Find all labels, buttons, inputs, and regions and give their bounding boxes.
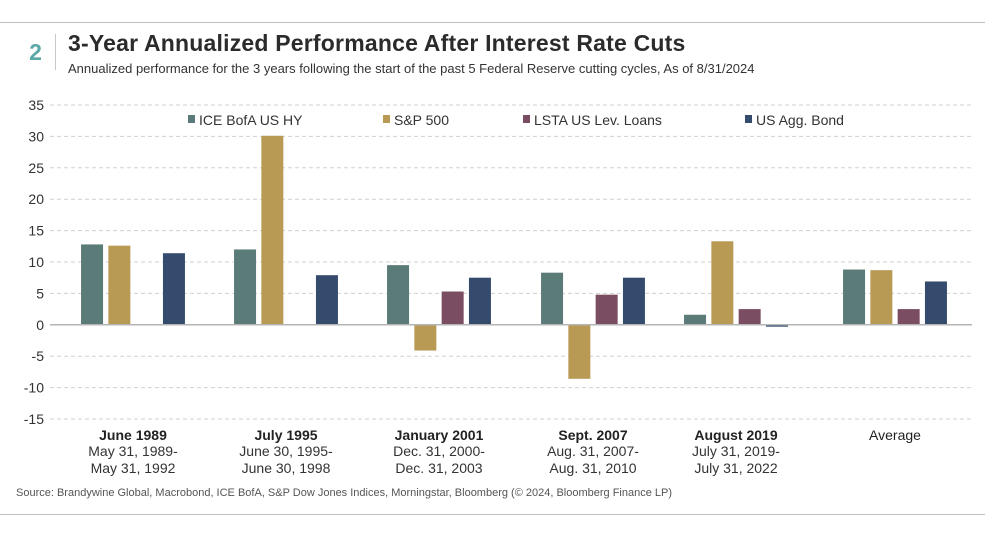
category-period-end: July 31, 2022: [694, 460, 777, 476]
category-period-start: Dec. 31, 2000-: [393, 443, 485, 459]
bar: [684, 314, 707, 325]
y-tick-label: 5: [36, 285, 44, 301]
legend-swatch: [383, 115, 390, 123]
category-period-start: Aug. 31, 2007-: [547, 443, 639, 459]
bar: [897, 309, 920, 325]
bar: [81, 244, 104, 325]
category-period-end: Dec. 31, 2003: [395, 460, 482, 476]
bar: [315, 275, 338, 325]
category-period-end: Aug. 31, 2010: [549, 460, 636, 476]
bar: [234, 249, 257, 325]
legend-label: ICE BofA US HY: [199, 112, 303, 128]
legend-swatch: [188, 115, 195, 123]
category-label: Average: [869, 427, 921, 443]
y-tick-label: -15: [24, 411, 44, 427]
legend-label: LSTA US Lev. Loans: [534, 112, 662, 128]
y-tick-label: 10: [28, 254, 44, 270]
bar: [622, 277, 645, 325]
chart-subtitle: Annualized performance for the 3 years f…: [68, 61, 755, 76]
bar: [108, 245, 131, 325]
top-rule: [0, 22, 985, 23]
category-label: August 2019: [694, 427, 777, 443]
bar: [924, 281, 947, 325]
legend-label: S&P 500: [394, 112, 449, 128]
bar: [765, 324, 788, 327]
bar: [843, 269, 866, 325]
category-period-start: May 31, 1989-: [88, 443, 178, 459]
bar: [568, 324, 591, 379]
category-label: July 1995: [254, 427, 317, 443]
figure-number: 2: [16, 34, 56, 70]
category-period-end: June 30, 1998: [242, 460, 331, 476]
category-period-start: July 31, 2019-: [692, 443, 780, 459]
y-tick-label: 20: [28, 191, 44, 207]
y-tick-label: 35: [28, 97, 44, 113]
bar: [541, 272, 564, 325]
bar: [414, 324, 437, 351]
bar: [711, 241, 734, 325]
legend-swatch: [523, 115, 530, 123]
bar: [441, 291, 464, 325]
y-tick-label: 15: [28, 223, 44, 239]
category-label: January 2001: [395, 427, 484, 443]
category-period-end: May 31, 1992: [91, 460, 176, 476]
bar: [387, 265, 410, 325]
category-label: June 1989: [99, 427, 167, 443]
y-tick-label: -5: [32, 348, 45, 364]
chart-title: 3-Year Annualized Performance After Inte…: [68, 30, 686, 56]
legend-label: US Agg. Bond: [756, 112, 844, 128]
legend-swatch: [745, 115, 752, 123]
category-period-start: June 30, 1995-: [239, 443, 333, 459]
category-label: Sept. 2007: [558, 427, 627, 443]
bar: [870, 270, 893, 325]
y-tick-label: 30: [28, 128, 44, 144]
bar: [738, 309, 761, 325]
bar: [261, 135, 284, 325]
source-note: Source: Brandywine Global, Macrobond, IC…: [16, 487, 673, 499]
y-tick-label: 0: [36, 317, 44, 333]
y-tick-label: 25: [28, 160, 44, 176]
bar: [468, 277, 491, 325]
bar: [595, 294, 618, 325]
y-tick-label: -10: [24, 380, 44, 396]
bar: [162, 253, 185, 325]
bottom-rule: [0, 514, 985, 515]
